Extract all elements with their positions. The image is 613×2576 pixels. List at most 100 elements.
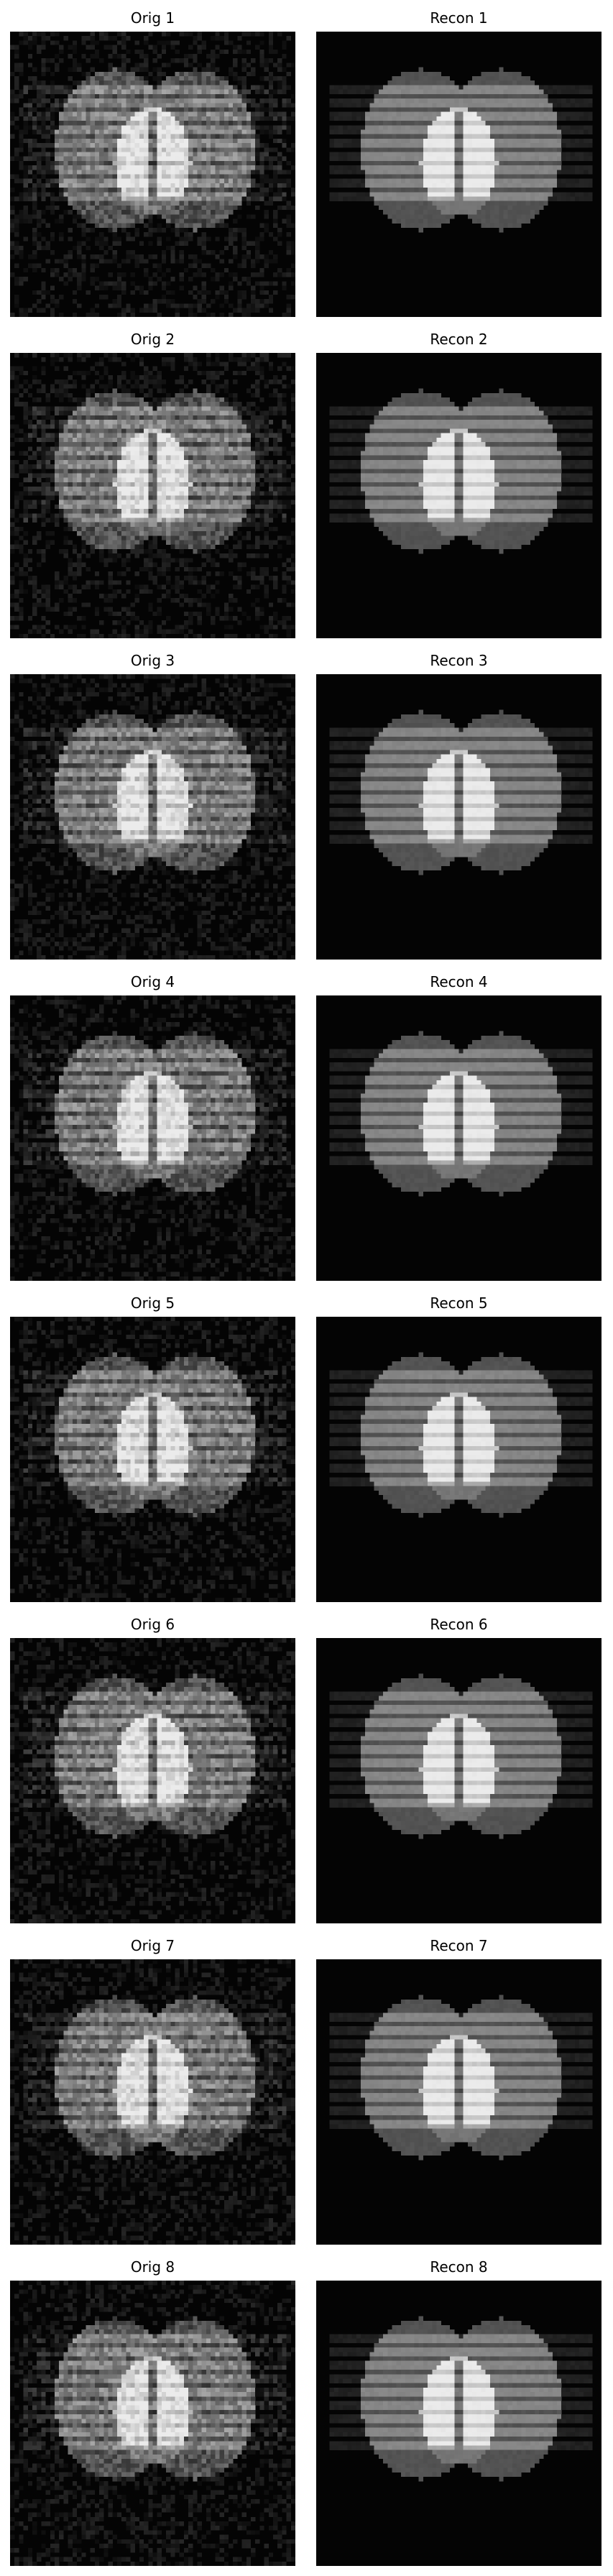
image-pixel — [121, 152, 126, 157]
image-pixel — [183, 188, 189, 193]
image-pixel — [103, 174, 109, 179]
image-pixel — [458, 121, 464, 126]
image-pixel — [365, 178, 370, 184]
image-pixel — [410, 116, 415, 121]
image-pixel — [170, 156, 175, 162]
image-pixel — [277, 428, 282, 433]
image-pixel — [223, 236, 229, 242]
image-pixel — [400, 129, 406, 134]
image-pixel — [215, 134, 220, 139]
image-pixel — [94, 188, 100, 193]
image-pixel — [14, 125, 19, 130]
image-pixel — [423, 152, 428, 157]
image-pixel — [414, 93, 419, 99]
image-pixel — [183, 397, 189, 402]
image-pixel — [378, 188, 384, 193]
image-pixel — [193, 227, 198, 233]
image-pixel — [343, 165, 348, 170]
image-pixel — [193, 192, 198, 197]
image-pixel — [55, 433, 60, 438]
image-pixel — [14, 245, 19, 251]
image-pixel — [193, 178, 198, 184]
image-pixel — [259, 58, 264, 63]
image-pixel — [246, 402, 252, 407]
image-pixel — [45, 415, 50, 420]
image-pixel — [290, 406, 295, 411]
image-pixel — [148, 410, 153, 415]
image-pixel — [157, 152, 162, 157]
image-pixel — [59, 406, 64, 411]
image-pixel — [246, 143, 252, 148]
image-pixel — [277, 397, 282, 402]
image-pixel — [228, 353, 234, 358]
image-pixel — [179, 58, 185, 63]
image-pixel — [485, 125, 491, 130]
image-pixel — [423, 196, 428, 201]
image-pixel — [441, 125, 446, 130]
image-pixel — [277, 196, 282, 201]
image-pixel — [441, 121, 446, 126]
image-pixel — [206, 129, 211, 134]
image-pixel — [197, 424, 202, 429]
image-pixel — [387, 192, 392, 197]
image-pixel — [59, 178, 64, 184]
image-pixel — [467, 80, 473, 86]
image-pixel — [237, 152, 242, 157]
image-pixel — [197, 370, 202, 376]
image-pixel — [445, 76, 451, 81]
image-pixel — [19, 249, 24, 255]
image-pixel — [50, 272, 55, 277]
image-pixel — [134, 98, 140, 104]
image-pixel — [277, 160, 282, 166]
image-pixel — [32, 303, 37, 308]
image-pixel — [255, 125, 260, 130]
image-pixel — [188, 362, 193, 367]
image-pixel — [193, 156, 198, 162]
image-pixel — [400, 196, 406, 201]
image-pixel — [499, 138, 504, 144]
image-pixel — [521, 116, 526, 121]
image-pixel — [414, 178, 419, 184]
image-pixel — [152, 125, 157, 130]
image-pixel — [166, 357, 171, 362]
image-pixel — [23, 32, 28, 37]
image-pixel — [86, 210, 91, 215]
image-pixel — [130, 290, 135, 295]
image-pixel — [193, 98, 198, 104]
image-pixel — [338, 143, 344, 148]
image-pixel — [441, 98, 446, 104]
image-pixel — [259, 49, 264, 55]
image-pixel — [543, 174, 548, 179]
image-pixel — [37, 129, 42, 134]
image-pixel — [432, 205, 437, 211]
image-pixel — [94, 263, 100, 268]
image-pixel — [219, 125, 224, 130]
image-pixel — [351, 170, 356, 175]
image-pixel — [121, 183, 126, 188]
image-pixel — [338, 196, 344, 201]
image-pixel — [99, 406, 104, 411]
image-pixel — [410, 223, 415, 229]
image-pixel — [77, 107, 82, 112]
image-pixel — [410, 160, 415, 166]
image-pixel — [23, 218, 28, 224]
image-pixel — [250, 285, 256, 290]
image-pixel — [467, 89, 473, 94]
image-pixel — [134, 384, 140, 389]
image-pixel — [351, 143, 356, 148]
image-pixel — [206, 303, 211, 308]
image-pixel — [59, 277, 64, 282]
image-pixel — [193, 196, 198, 201]
image-pixel — [290, 116, 295, 121]
image-pixel — [539, 103, 544, 108]
image-pixel — [333, 85, 339, 90]
image-pixel — [539, 116, 544, 121]
image-pixel — [94, 397, 100, 402]
image-pixel — [144, 232, 149, 237]
image-pixel — [264, 353, 269, 358]
image-pixel — [507, 156, 513, 162]
image-pixel — [365, 165, 370, 170]
image-pixel — [494, 174, 499, 179]
image-pixel — [347, 170, 352, 175]
image-pixel — [396, 143, 401, 148]
